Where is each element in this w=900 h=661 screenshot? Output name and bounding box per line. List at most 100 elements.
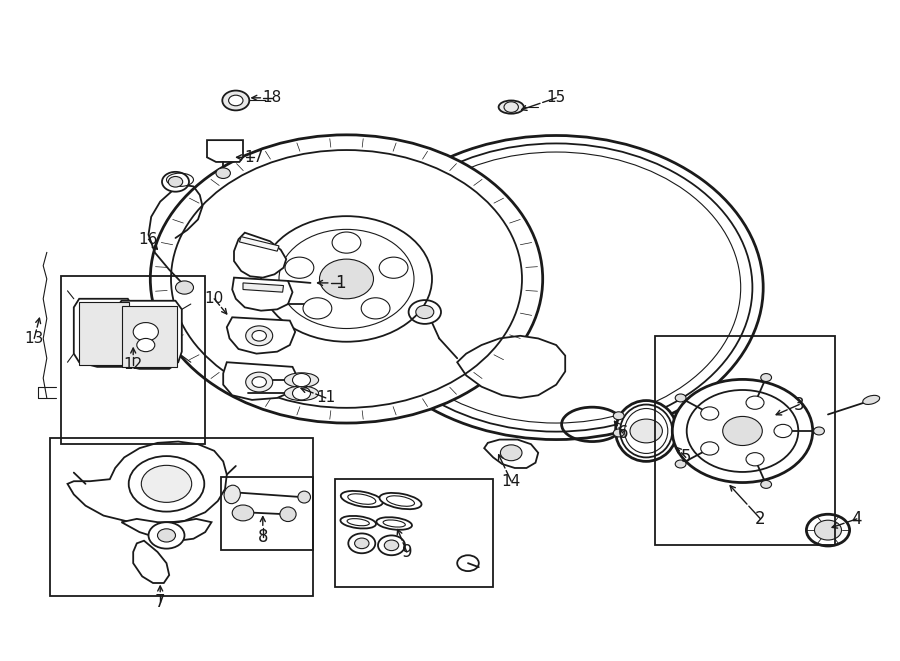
Circle shape [252, 377, 266, 387]
Circle shape [500, 445, 522, 461]
Ellipse shape [376, 517, 412, 530]
Circle shape [168, 176, 183, 187]
Circle shape [746, 453, 764, 466]
Circle shape [162, 172, 189, 192]
Ellipse shape [380, 493, 421, 509]
Circle shape [701, 407, 719, 420]
Circle shape [378, 535, 405, 555]
Polygon shape [234, 233, 286, 278]
Circle shape [222, 91, 249, 110]
Circle shape [675, 394, 686, 402]
Circle shape [457, 555, 479, 571]
Text: 18: 18 [262, 91, 282, 105]
Text: 4: 4 [851, 510, 862, 528]
Circle shape [613, 429, 624, 437]
Circle shape [349, 136, 763, 440]
Text: 2: 2 [755, 510, 766, 528]
Circle shape [150, 135, 543, 423]
Text: 7: 7 [155, 592, 166, 611]
Bar [335, 479, 493, 587]
Bar [79, 302, 129, 365]
Polygon shape [115, 301, 182, 369]
Circle shape [285, 257, 314, 278]
Polygon shape [239, 237, 279, 251]
Circle shape [723, 416, 762, 446]
Polygon shape [227, 317, 295, 354]
Bar [220, 477, 313, 550]
Ellipse shape [284, 373, 319, 387]
Text: 17: 17 [244, 150, 264, 165]
Text: 16: 16 [139, 232, 158, 247]
Circle shape [252, 330, 266, 341]
Bar [61, 276, 205, 444]
Circle shape [232, 505, 254, 521]
Circle shape [246, 326, 273, 346]
Ellipse shape [863, 395, 879, 405]
Circle shape [141, 465, 192, 502]
Circle shape [292, 373, 310, 387]
Circle shape [746, 396, 764, 409]
Ellipse shape [341, 491, 382, 507]
Ellipse shape [499, 100, 524, 114]
Ellipse shape [284, 386, 319, 401]
Circle shape [176, 281, 194, 294]
Circle shape [355, 538, 369, 549]
Circle shape [246, 372, 273, 392]
Polygon shape [68, 442, 227, 524]
Ellipse shape [340, 516, 376, 529]
Text: 12: 12 [123, 358, 143, 372]
Circle shape [814, 427, 824, 435]
Circle shape [148, 522, 184, 549]
Circle shape [409, 300, 441, 324]
Text: 15: 15 [546, 91, 566, 105]
Polygon shape [223, 362, 299, 400]
Text: 10: 10 [204, 292, 224, 306]
Polygon shape [484, 440, 538, 468]
Bar [50, 438, 313, 596]
Circle shape [137, 338, 155, 352]
Circle shape [384, 540, 399, 551]
Circle shape [672, 379, 813, 483]
Text: 13: 13 [24, 331, 44, 346]
Circle shape [760, 373, 771, 381]
Circle shape [675, 460, 686, 468]
Circle shape [630, 419, 662, 443]
Polygon shape [122, 519, 212, 541]
Text: 6: 6 [617, 424, 628, 442]
Circle shape [814, 520, 842, 540]
Polygon shape [232, 278, 292, 311]
Circle shape [806, 514, 850, 546]
Text: 8: 8 [257, 527, 268, 546]
Text: 1: 1 [335, 274, 346, 292]
Ellipse shape [280, 507, 296, 522]
Bar [655, 336, 835, 545]
Circle shape [216, 168, 230, 178]
Text: 14: 14 [501, 474, 521, 488]
Polygon shape [74, 299, 133, 367]
Bar [122, 306, 177, 367]
Circle shape [158, 529, 176, 542]
Text: 5: 5 [680, 448, 691, 467]
Circle shape [303, 297, 332, 319]
Text: 11: 11 [316, 391, 336, 405]
Circle shape [320, 259, 374, 299]
Circle shape [613, 412, 624, 420]
Text: 9: 9 [401, 543, 412, 561]
Circle shape [133, 323, 158, 341]
Circle shape [361, 297, 390, 319]
Circle shape [701, 442, 719, 455]
Circle shape [416, 305, 434, 319]
Polygon shape [457, 336, 565, 398]
Circle shape [332, 232, 361, 253]
Polygon shape [133, 541, 169, 583]
Circle shape [129, 456, 204, 512]
Circle shape [774, 424, 792, 438]
Circle shape [379, 257, 408, 278]
Circle shape [292, 387, 310, 400]
Polygon shape [243, 283, 284, 292]
Ellipse shape [298, 491, 310, 503]
Circle shape [348, 533, 375, 553]
Circle shape [760, 481, 771, 488]
Polygon shape [207, 140, 243, 162]
Circle shape [229, 95, 243, 106]
